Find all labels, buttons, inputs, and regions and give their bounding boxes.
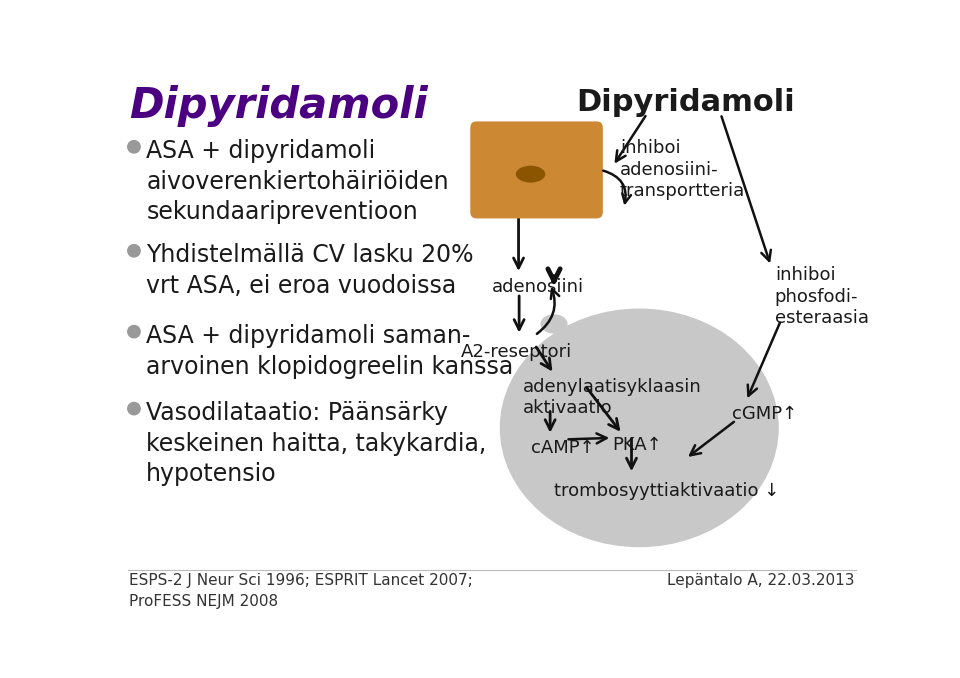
- Text: ASA + dipyridamoli saman-
arvoinen klopidogreelin kanssa: ASA + dipyridamoli saman- arvoinen klopi…: [146, 324, 514, 378]
- Text: Lepäntalo A, 22.03.2013: Lepäntalo A, 22.03.2013: [667, 573, 854, 588]
- Text: cGMP↑: cGMP↑: [732, 405, 798, 423]
- Text: cAMP↑: cAMP↑: [531, 439, 594, 458]
- Circle shape: [128, 140, 140, 153]
- Text: Yhdistelmällä CV lasku 20%
vrt ASA, ei eroa vuodoissa: Yhdistelmällä CV lasku 20% vrt ASA, ei e…: [146, 243, 474, 298]
- Ellipse shape: [500, 308, 779, 547]
- Text: Dipyridamoli: Dipyridamoli: [576, 87, 795, 117]
- Text: Vasodilataatio: Päänsärky
keskeinen haitta, takykardia,
hypotensio: Vasodilataatio: Päänsärky keskeinen hait…: [146, 401, 487, 486]
- Text: Dipyridamoli: Dipyridamoli: [130, 85, 428, 127]
- Ellipse shape: [516, 165, 545, 182]
- Circle shape: [128, 403, 140, 415]
- Text: trombosyyttiaktivaatio ↓: trombosyyttiaktivaatio ↓: [554, 482, 780, 500]
- Text: inhiboi
adenosiini-
transportteria: inhiboi adenosiini- transportteria: [620, 139, 745, 200]
- Text: PKA↑: PKA↑: [612, 435, 661, 454]
- Ellipse shape: [540, 315, 567, 334]
- Text: A2-reseptori: A2-reseptori: [461, 343, 572, 361]
- Circle shape: [128, 325, 140, 338]
- Text: adenylaatisyklaasin
aktivaatio: adenylaatisyklaasin aktivaatio: [523, 378, 702, 418]
- FancyArrowPatch shape: [537, 289, 560, 334]
- Circle shape: [128, 245, 140, 257]
- Text: ESPS-2 J Neur Sci 1996; ESPRIT Lancet 2007;
ProFESS NEJM 2008: ESPS-2 J Neur Sci 1996; ESPRIT Lancet 20…: [130, 573, 473, 609]
- Text: ASA + dipyridamoli
aivoverenkiertohäiriöiden
sekundaaripreventioon: ASA + dipyridamoli aivoverenkiertohäiriö…: [146, 139, 449, 224]
- FancyBboxPatch shape: [470, 121, 603, 218]
- Text: adenosiini: adenosiini: [492, 278, 584, 296]
- FancyArrowPatch shape: [603, 171, 631, 203]
- Text: inhiboi
phosfodi-
esteraasia: inhiboi phosfodi- esteraasia: [775, 266, 869, 327]
